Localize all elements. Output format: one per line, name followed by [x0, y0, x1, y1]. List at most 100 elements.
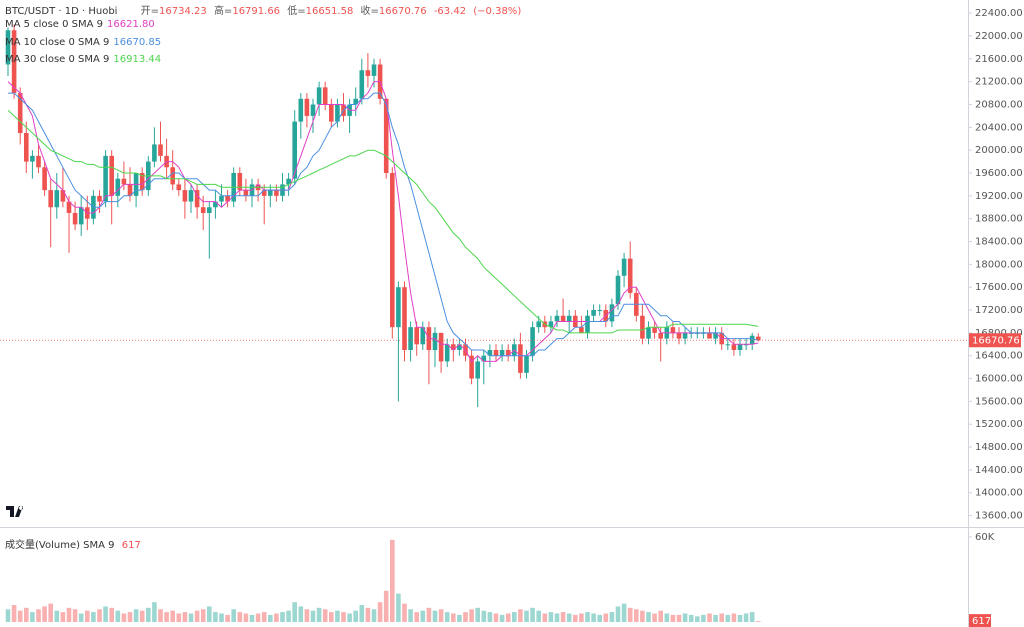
volume-legend: 成交量(Volume) SMA 9 617 [5, 536, 145, 551]
volume-bar [237, 612, 243, 622]
candle-body [609, 304, 615, 322]
volume-bar [341, 612, 346, 622]
candle-body [243, 190, 249, 196]
volume-bar [194, 610, 200, 622]
candle-body [560, 315, 566, 322]
volume-bar [670, 614, 676, 622]
candle-body [48, 190, 53, 208]
volume-bar [164, 612, 169, 622]
candle-body [414, 327, 419, 345]
y-tick-label: 14800.00 [975, 442, 1023, 453]
candle-body [707, 332, 712, 339]
candle-body [621, 258, 627, 276]
candle-body [585, 315, 590, 333]
candle-body [591, 310, 596, 316]
candle-body [444, 344, 450, 362]
volume-bar [231, 609, 236, 622]
volume-tick-label: 60K [975, 532, 995, 543]
candle-body [188, 190, 194, 202]
candle-body [731, 344, 737, 351]
ma-name: MA 10 close 0 SMA 9 [5, 36, 110, 48]
candle-body [682, 332, 688, 339]
volume-bar [24, 607, 29, 622]
volume-bar [603, 613, 609, 622]
volume-bar [579, 613, 584, 622]
candle-body [115, 178, 121, 196]
volume-bar [396, 593, 401, 622]
y-tick-label: 15200.00 [975, 419, 1023, 430]
y-tick-label: 16000.00 [975, 374, 1023, 385]
candle-body [268, 190, 273, 196]
volume-bar [505, 613, 511, 622]
volume-bar [585, 612, 590, 622]
volume-bar [335, 610, 340, 622]
candle-body [286, 178, 291, 185]
volume-bar [524, 610, 529, 622]
volume-bar [609, 612, 615, 622]
y-tick-label: 20000.00 [975, 145, 1023, 156]
volume-bar [30, 612, 35, 622]
candle-body [713, 332, 718, 339]
volume-bar [121, 613, 127, 622]
ma-legend: MA 5 close 0 SMA 9 16621.80 [5, 19, 159, 30]
candle-body [207, 207, 212, 213]
volume-bar [5, 609, 11, 622]
volume-bar [444, 612, 450, 622]
candle-body [213, 201, 218, 208]
ma-legend: MA 10 close 0 SMA 9 16670.85 [5, 37, 165, 48]
candle-body [158, 144, 163, 156]
last-price-label: 16670.76 [972, 335, 1020, 346]
tv-logo[interactable] [2, 499, 30, 523]
candle-body [566, 315, 572, 322]
volume-bar [627, 607, 633, 622]
volume-bar [573, 614, 578, 622]
volume-bar [17, 610, 23, 622]
volume-bar [432, 610, 438, 622]
volume-bar [213, 612, 218, 622]
candle-body [505, 350, 511, 356]
volume-bar [597, 614, 602, 622]
candle-body [457, 344, 462, 351]
ma-name: MA 5 close 0 SMA 9 [5, 19, 104, 30]
candle-body [396, 287, 401, 328]
volume-title: 成交量(Volume) SMA 9 [5, 540, 115, 551]
candle-body [298, 98, 304, 122]
y-tick-label: 17200.00 [975, 305, 1023, 316]
candle-body [5, 30, 11, 65]
volume-bar [499, 614, 505, 622]
volume-bar [402, 603, 407, 622]
ma-value: 16670.85 [113, 36, 162, 48]
volume-bar [188, 613, 194, 622]
candle-body [292, 121, 297, 179]
candle-body [676, 332, 682, 339]
volume-bar [261, 612, 267, 622]
candle-body [365, 70, 371, 76]
volume-bar [54, 610, 60, 622]
candle-body [371, 64, 377, 76]
candle-body [316, 87, 322, 105]
volume-bar [322, 609, 328, 622]
y-tick-label: 19600.00 [975, 168, 1023, 179]
volume-bar [615, 606, 621, 622]
candle-body [554, 315, 560, 322]
volume-bar [426, 607, 432, 622]
volume-bar [97, 609, 102, 622]
candle-body [615, 275, 621, 305]
y-tick-label: 14000.00 [975, 488, 1023, 499]
change: -63.42 [433, 6, 467, 17]
volume-bar [66, 607, 72, 622]
ma-line [7, 109, 759, 334]
candle-body [353, 98, 358, 105]
y-tick-label: 21200.00 [975, 77, 1023, 88]
volume-bar [91, 612, 96, 622]
candle-body [475, 361, 480, 379]
y-tick-label: 18000.00 [975, 259, 1023, 270]
candle-body [640, 315, 645, 339]
volume-bar [469, 609, 474, 622]
volume-bar [316, 607, 322, 622]
y-tick-label: 20800.00 [975, 99, 1023, 110]
last-price-tag [969, 333, 1021, 348]
volume-bar [749, 612, 755, 622]
y-tick-label: 21600.00 [975, 54, 1023, 65]
volume-bar [48, 603, 53, 622]
